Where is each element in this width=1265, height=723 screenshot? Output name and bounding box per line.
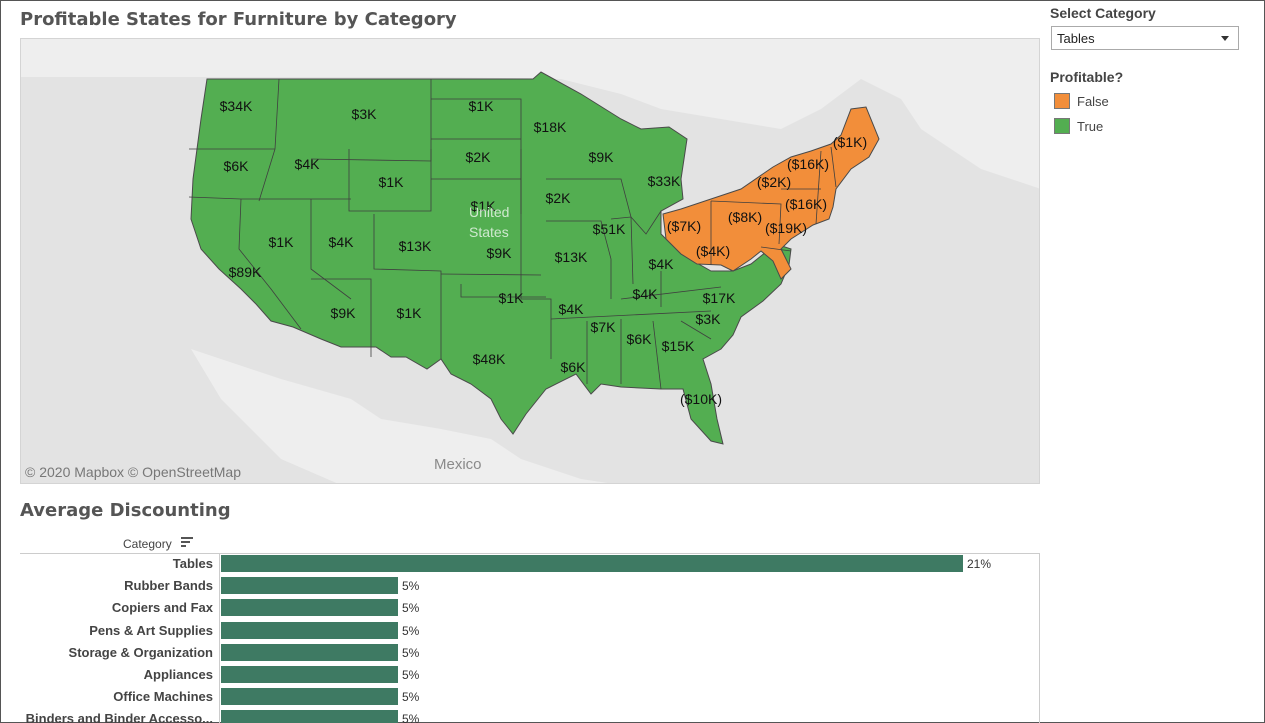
state-label: $3K: [696, 311, 722, 327]
map-canvas[interactable]: $34K $3K $1K $18K $6K $4K $2K $9K $33K $…: [21, 39, 1040, 484]
state-label: $9K: [487, 245, 513, 261]
state-label: $18K: [534, 119, 567, 135]
state-label: ($19K): [765, 220, 807, 236]
state-label: $1K: [471, 198, 497, 214]
map-place-label: United States: [469, 204, 510, 240]
state-label: $4K: [329, 234, 355, 250]
bar-mark[interactable]: [221, 644, 398, 661]
state-label: ($8K): [728, 209, 762, 225]
filter-title: Select Category: [1050, 5, 1156, 21]
state-label: $4K: [649, 256, 675, 272]
state-label: ($4K): [696, 243, 730, 259]
category-label[interactable]: Tables: [172, 556, 213, 571]
state-label: ($16K): [785, 196, 827, 212]
category-label[interactable]: Pens & Art Supplies: [89, 623, 213, 638]
category-label[interactable]: Copiers and Fax: [111, 600, 213, 615]
state-label: $6K: [224, 158, 250, 174]
bar-value-label: 5%: [402, 646, 420, 660]
chevron-down-icon[interactable]: [1221, 36, 1229, 41]
state-label: $4K: [633, 286, 659, 302]
state-borders: [188, 78, 722, 390]
bar-value-label: 5%: [402, 668, 420, 682]
land-mexico: [191, 349, 608, 483]
bar-mark[interactable]: [221, 577, 398, 594]
state-label: $48K: [473, 351, 506, 367]
category-label[interactable]: Storage & Organization: [68, 645, 213, 660]
bar-chart: [20, 553, 1040, 723]
state-label: $7K: [591, 319, 617, 335]
state-label: ($16K): [787, 156, 829, 172]
bar-mark[interactable]: [221, 599, 398, 616]
state-label: $4K: [295, 156, 321, 172]
state-label: $1K: [379, 174, 405, 190]
state-labels: $34K $3K $1K $18K $6K $4K $2K $9K $33K $…: [220, 98, 867, 407]
state-label: $89K: [229, 264, 262, 280]
state-label: $1K: [269, 234, 295, 250]
state-label: $2K: [546, 190, 572, 206]
category-select[interactable]: Tables: [1051, 26, 1239, 50]
bar-value-label: 5%: [402, 579, 420, 593]
state-label: $34K: [220, 98, 253, 114]
unprofitable-borders: [710, 146, 837, 265]
bar-axis: [219, 553, 220, 723]
state-label: $4K: [559, 301, 585, 317]
category-label[interactable]: Binders and Binder Accesso...: [25, 711, 213, 723]
state-label: ($2K): [757, 174, 791, 190]
bar-value-label: 5%: [402, 601, 420, 615]
state-label: $2K: [466, 149, 492, 165]
bar-mark[interactable]: [221, 710, 398, 723]
legend-title: Profitable?: [1050, 69, 1124, 85]
bar-value-label: 5%: [402, 712, 420, 723]
bar-mark[interactable]: [221, 622, 398, 639]
unprofitable-states: [662, 106, 880, 280]
state-label: $9K: [331, 305, 357, 321]
bar-value-label: 5%: [402, 690, 420, 704]
legend-swatch: [1054, 118, 1070, 134]
state-label: $13K: [555, 249, 588, 265]
state-label: $1K: [469, 98, 495, 114]
category-label[interactable]: Rubber Bands: [124, 578, 213, 593]
state-label: $33K: [648, 173, 681, 189]
category-label[interactable]: Appliances: [143, 667, 213, 682]
category-label[interactable]: Office Machines: [113, 689, 213, 704]
bar-chart-border: [1039, 553, 1040, 723]
category-select-value: Tables: [1057, 31, 1095, 46]
state-label: ($7K): [667, 218, 701, 234]
legend-swatch: [1054, 93, 1070, 109]
state-label: $1K: [397, 305, 423, 321]
state-label: ($1K): [833, 134, 867, 150]
sort-icon[interactable]: [181, 536, 193, 548]
category-header[interactable]: Category: [123, 537, 172, 551]
bar-value-label: 5%: [402, 624, 420, 638]
bar-mark[interactable]: [221, 688, 398, 705]
legend-label: False: [1077, 94, 1109, 109]
state-label: $9K: [589, 149, 615, 165]
map-place-label: Mexico: [434, 456, 482, 473]
state-label: $6K: [627, 331, 653, 347]
state-label: $6K: [561, 359, 587, 375]
state-label: $51K: [593, 221, 626, 237]
state-label: $13K: [399, 238, 432, 254]
legend-label: True: [1077, 119, 1104, 134]
map-attribution[interactable]: © 2020 Mapbox © OpenStreetMap: [25, 464, 241, 480]
bar-mark[interactable]: [221, 555, 963, 572]
profit-map[interactable]: $34K $3K $1K $18K $6K $4K $2K $9K $33K $…: [20, 38, 1040, 484]
state-label: $1K: [499, 290, 525, 306]
bar-mark[interactable]: [221, 666, 398, 683]
state-label: ($10K): [680, 391, 722, 407]
state-label: $17K: [703, 290, 736, 306]
state-label: $15K: [662, 338, 695, 354]
state-label: $3K: [352, 106, 378, 122]
bar-value-label: 21%: [967, 557, 992, 571]
bar-chart-title: Average Discounting: [20, 500, 231, 521]
map-title: Profitable States for Furniture by Categ…: [20, 9, 457, 30]
land-canada: [21, 39, 1039, 189]
